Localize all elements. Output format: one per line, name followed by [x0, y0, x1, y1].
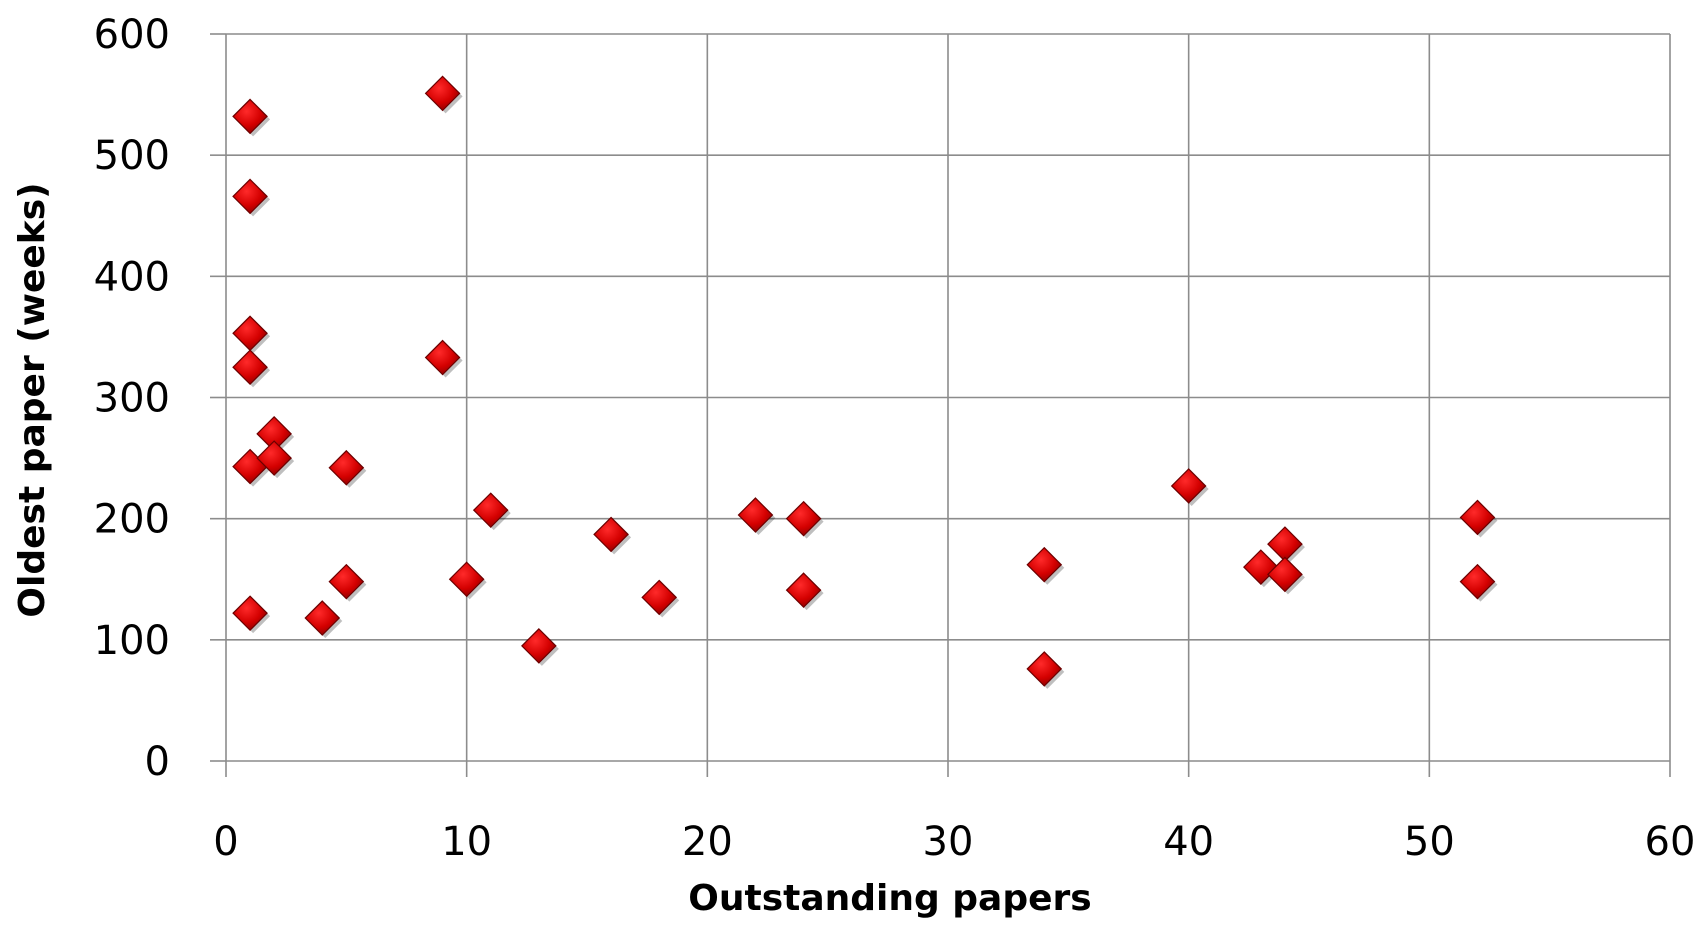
- data-point: [641, 579, 680, 618]
- data-point-marker: [641, 579, 678, 616]
- data-point-marker: [328, 563, 365, 600]
- data-point: [232, 178, 271, 217]
- data-point-marker: [521, 628, 557, 664]
- data-point-marker: [1026, 546, 1063, 583]
- data-point-marker: [232, 315, 268, 352]
- x-tick-label: 10: [441, 819, 492, 865]
- tick-labels: 0 100 200 300 400 500 600 0 10 20 30 40 50 60: [94, 12, 1696, 865]
- data-point: [256, 440, 295, 479]
- data-point: [472, 492, 511, 531]
- data-point: [448, 561, 487, 600]
- data-point-marker: [1267, 556, 1303, 593]
- data-point-marker: [328, 449, 365, 486]
- data-point: [785, 572, 824, 611]
- y-tick-label: 400: [94, 254, 170, 300]
- data-point: [1267, 526, 1305, 565]
- grid-lines: [226, 33, 1671, 761]
- data-point-marker: [424, 75, 461, 112]
- data-point: [737, 497, 776, 536]
- y-tick-label: 300: [94, 376, 170, 422]
- data-point-marker: [1459, 499, 1496, 536]
- x-tick-label: 30: [923, 819, 974, 865]
- data-point: [424, 75, 463, 114]
- data-point-marker: [232, 595, 268, 632]
- data-point: [424, 339, 463, 378]
- data-points: [232, 75, 1498, 689]
- x-tick-label: 20: [682, 819, 733, 865]
- data-point-marker: [232, 98, 268, 135]
- data-point-marker: [232, 349, 268, 386]
- x-tick-label: 40: [1163, 819, 1214, 865]
- data-point-marker: [304, 600, 341, 636]
- data-point-marker: [593, 516, 629, 553]
- y-tick-label: 500: [94, 133, 170, 179]
- data-point: [232, 349, 271, 388]
- data-point-marker: [785, 572, 822, 609]
- data-point-marker: [256, 440, 292, 476]
- data-point: [1026, 651, 1065, 689]
- data-point: [593, 516, 632, 555]
- data-point: [1170, 468, 1209, 506]
- data-point-marker: [1267, 526, 1303, 562]
- data-point-marker: [785, 500, 822, 537]
- data-point: [256, 416, 295, 454]
- data-point-marker: [232, 178, 268, 215]
- data-point-marker: [448, 561, 485, 598]
- data-point-marker: [737, 497, 774, 533]
- data-point: [1026, 546, 1065, 585]
- x-tick-label: 50: [1404, 819, 1455, 865]
- data-point-marker: [1459, 563, 1496, 600]
- data-point: [785, 500, 824, 539]
- data-point-marker: [1026, 651, 1063, 687]
- data-point: [232, 595, 271, 634]
- data-point: [328, 563, 367, 602]
- data-point: [232, 98, 271, 137]
- x-tick-label: 0: [213, 819, 238, 865]
- y-tick-label: 600: [94, 12, 170, 58]
- x-axis-title: Outstanding papers: [688, 878, 1091, 919]
- data-point: [1459, 563, 1498, 602]
- y-axis-title: Oldest paper (weeks): [12, 182, 53, 617]
- axes: [210, 33, 1671, 777]
- x-tick-label: 60: [1645, 819, 1696, 865]
- data-point: [1459, 499, 1498, 538]
- y-tick-label: 100: [94, 618, 170, 664]
- data-point-marker: [472, 492, 509, 529]
- data-point: [328, 449, 367, 488]
- y-tick-label: 0: [145, 739, 170, 785]
- data-point: [304, 600, 343, 639]
- data-point-marker: [424, 339, 461, 376]
- data-point: [1267, 556, 1305, 595]
- data-point: [232, 315, 271, 354]
- data-point-marker: [1170, 468, 1207, 504]
- y-tick-label: 200: [94, 497, 170, 543]
- data-point: [521, 628, 559, 666]
